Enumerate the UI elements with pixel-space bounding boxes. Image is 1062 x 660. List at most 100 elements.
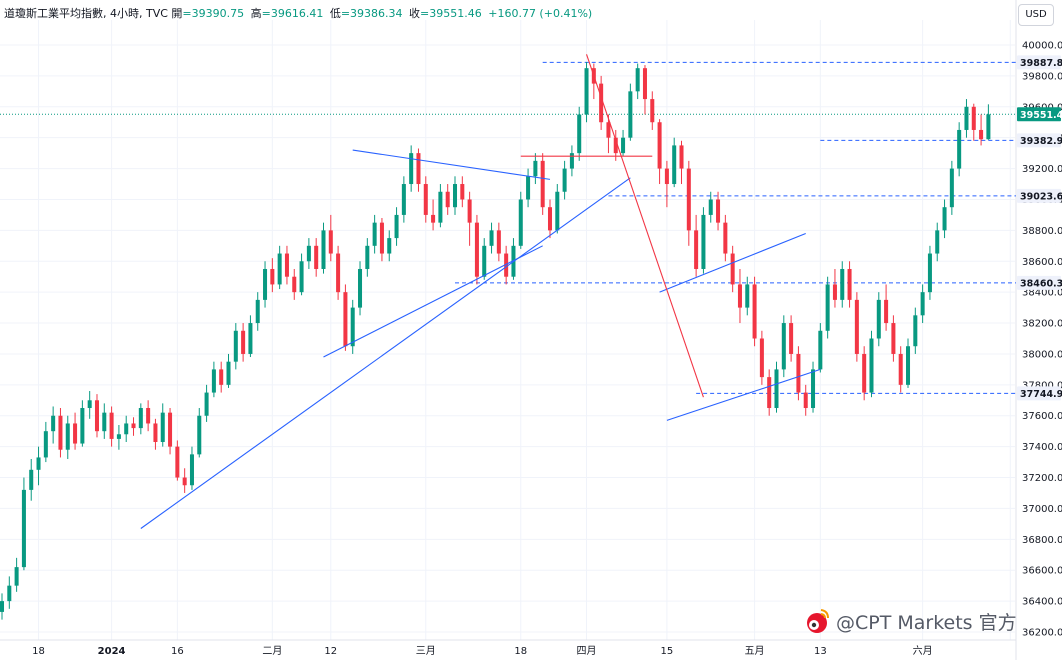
candle-body — [562, 168, 567, 192]
candle-body — [635, 68, 640, 92]
candle-body — [365, 245, 370, 269]
price-level-tag-bg — [1017, 133, 1061, 148]
price-tick-label: 36600.00 — [1022, 566, 1062, 577]
candle-body — [387, 238, 392, 254]
candle-body — [204, 392, 209, 416]
open-value: =39390.75 — [182, 7, 245, 20]
grid-lines — [0, 20, 1015, 640]
price-level-tag: 38460.39 — [1020, 278, 1062, 289]
candle-body — [401, 184, 406, 215]
candle-body — [372, 222, 377, 246]
candle-body — [737, 284, 742, 308]
candle-body — [840, 268, 845, 300]
candle-body — [131, 423, 136, 429]
candles — [0, 61, 991, 620]
candle-body — [606, 122, 611, 138]
candle-body — [949, 168, 954, 208]
candle-body — [642, 68, 647, 100]
candle-body — [36, 457, 41, 470]
candle-body — [474, 222, 479, 277]
time-tick-label: 12 — [324, 646, 337, 657]
candle-body — [438, 191, 443, 223]
watermark: @CPT Markets 官方 — [804, 604, 1017, 638]
candle-body — [723, 222, 728, 254]
low-value: =39386.34 — [340, 7, 403, 20]
candle-body — [431, 214, 436, 223]
trendline — [586, 54, 704, 398]
trendline — [140, 177, 631, 529]
price-axis: 36200.00 36400.00 36600.00 36800.00 37000.00… — [1022, 41, 1062, 639]
candle-body — [628, 91, 633, 138]
candle-body — [248, 323, 253, 354]
candle-body — [862, 353, 867, 393]
candle-body — [233, 330, 238, 362]
candle-body — [496, 230, 501, 254]
price-level-tag-bg — [1017, 188, 1061, 203]
candle-body — [730, 253, 735, 285]
candle-body — [102, 412, 107, 432]
candle-body — [394, 214, 399, 239]
time-tick-label: 18 — [32, 646, 45, 657]
candle-body — [847, 268, 852, 300]
candle-body — [526, 176, 531, 200]
candle-body — [547, 207, 553, 231]
candle-body — [869, 338, 874, 393]
price-tick-label: 38800.00 — [1022, 226, 1062, 237]
candle-body — [767, 377, 772, 409]
candle-body — [58, 415, 63, 450]
candle-body — [226, 361, 231, 385]
candle-body — [781, 323, 786, 370]
candle-body — [175, 446, 180, 478]
candle-body — [219, 369, 224, 385]
candle-body — [774, 369, 779, 409]
time-tick-label: 2024 — [98, 646, 126, 657]
candle-body — [686, 168, 691, 231]
candle-body — [423, 184, 428, 215]
candle-body — [109, 412, 114, 439]
candle-body — [284, 253, 289, 277]
candle-body — [935, 230, 940, 254]
price-tick-label: 39200.00 — [1022, 164, 1062, 175]
watermark-text: @CPT Markets 官方 — [836, 611, 1017, 634]
candle-body — [94, 400, 99, 432]
candle-body — [701, 214, 706, 269]
price-tick-label: 36800.00 — [1022, 535, 1062, 546]
candle-body — [811, 369, 816, 409]
candle-body — [314, 245, 319, 269]
candle-body — [160, 412, 165, 442]
trendline — [323, 245, 543, 358]
candle-body — [138, 408, 143, 429]
candle-body — [884, 299, 889, 324]
candle-body — [555, 191, 560, 231]
time-tick-label: 四月 — [577, 645, 597, 657]
candle-body — [416, 153, 421, 185]
price-level-tag-bg — [1017, 55, 1061, 70]
time-tick-label: 六月 — [913, 645, 933, 657]
candle-body — [920, 292, 925, 316]
close-label: 收 — [409, 7, 421, 20]
candle-body — [613, 137, 618, 154]
price-tick-label: 37000.00 — [1022, 504, 1062, 515]
price-tick-label: 37400.00 — [1022, 442, 1062, 453]
currency-button[interactable]: USD — [1018, 4, 1054, 26]
candle-body — [350, 307, 355, 347]
candle-body — [7, 585, 12, 602]
time-tick-label: 15 — [661, 646, 674, 657]
trendline — [352, 149, 551, 180]
price-tick-label: 37800.00 — [1022, 380, 1062, 391]
open-label: 開 — [171, 7, 183, 20]
candle-body — [87, 400, 92, 409]
candle-body — [277, 253, 282, 285]
high-value: =39616.41 — [261, 7, 324, 20]
candle-body — [752, 284, 757, 339]
candle-body — [796, 353, 801, 393]
candle-body — [409, 153, 414, 185]
candle-body — [489, 230, 494, 246]
candle-body — [292, 276, 297, 293]
time-tick-label: 13 — [814, 646, 827, 657]
candle-body — [467, 199, 472, 223]
candle-body — [898, 353, 903, 385]
candle-body — [569, 153, 574, 169]
high-label: 高 — [250, 7, 262, 20]
